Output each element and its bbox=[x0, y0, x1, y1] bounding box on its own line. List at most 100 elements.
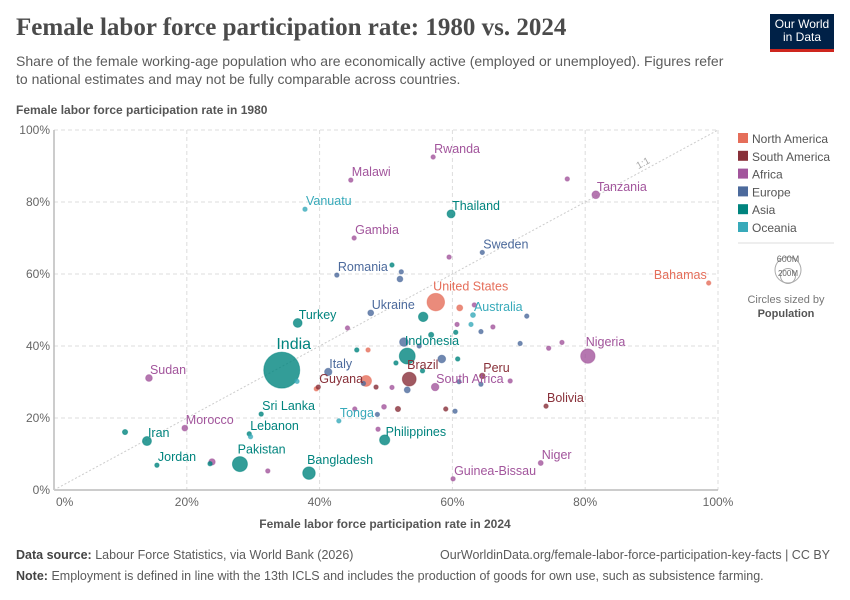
legend-item: North America bbox=[752, 132, 828, 146]
legend-item: Africa bbox=[752, 168, 783, 182]
point-label: Italy bbox=[329, 357, 353, 371]
point-label: United States bbox=[433, 279, 508, 293]
data-point-sri-lanka bbox=[258, 411, 264, 417]
y-tick-label: 40% bbox=[26, 339, 50, 353]
legend-swatch bbox=[738, 150, 748, 161]
point-label: Tonga bbox=[340, 406, 374, 420]
point-label: Vanuatu bbox=[306, 194, 352, 208]
size-legend-circle bbox=[780, 268, 796, 284]
reference-line-1-1 bbox=[53, 129, 719, 491]
source-label: Data source: bbox=[16, 548, 92, 562]
point-label: Sweden bbox=[483, 237, 528, 251]
point-label: Thailand bbox=[452, 199, 500, 213]
data-point bbox=[443, 406, 449, 412]
y-tick-label: 0% bbox=[33, 483, 51, 497]
data-point bbox=[456, 304, 464, 312]
reference-line-label: 1:1 bbox=[635, 155, 653, 171]
point-label: Guyana bbox=[319, 372, 363, 386]
legend-item: Europe bbox=[752, 185, 791, 199]
data-point-bolivia bbox=[543, 403, 549, 409]
point-label: Pakistan bbox=[238, 443, 286, 457]
data-point-philippines bbox=[379, 434, 391, 446]
data-point-vanuatu bbox=[302, 206, 308, 212]
data-point bbox=[294, 378, 300, 384]
data-point bbox=[393, 360, 399, 366]
data-point-pakistan bbox=[231, 456, 248, 473]
point-label: Nigeria bbox=[586, 335, 626, 349]
point-label: Gambia bbox=[355, 223, 399, 237]
point-label: Turkey bbox=[299, 308, 337, 322]
data-point bbox=[452, 408, 458, 414]
data-point bbox=[381, 403, 387, 410]
data-point-romania bbox=[334, 272, 340, 278]
data-point bbox=[389, 262, 395, 268]
size-legend-label: 200M bbox=[778, 269, 798, 278]
point-label: Guinea-Bissau bbox=[454, 464, 536, 478]
data-point-united-states bbox=[426, 292, 446, 312]
data-point bbox=[478, 328, 484, 335]
data-point bbox=[354, 347, 360, 353]
data-point-sweden bbox=[479, 249, 485, 256]
chart-subtitle: Share of the female working-age populati… bbox=[16, 53, 724, 87]
data-point-morocco bbox=[181, 424, 189, 432]
data-point bbox=[344, 325, 351, 331]
data-point bbox=[375, 426, 381, 432]
point-label: Rwanda bbox=[434, 142, 480, 156]
data-point bbox=[517, 340, 523, 347]
note-label: Note: bbox=[16, 569, 48, 583]
data-point-niger bbox=[537, 460, 544, 466]
point-label: Peru bbox=[483, 361, 509, 375]
data-point bbox=[453, 329, 459, 336]
data-point bbox=[428, 331, 435, 338]
data-point-tanzania bbox=[591, 190, 601, 200]
data-point-peru bbox=[479, 372, 486, 380]
point-label: India bbox=[276, 336, 311, 353]
point-label: Bangladesh bbox=[307, 453, 373, 467]
data-point bbox=[456, 378, 462, 385]
x-axis-label: Female labor force participation rate in… bbox=[259, 517, 511, 531]
point-label: Romania bbox=[338, 260, 388, 274]
legend-item: South America bbox=[752, 150, 830, 164]
point-label: Sudan bbox=[150, 363, 186, 377]
point-label: Malawi bbox=[352, 165, 391, 179]
size-legend-title: Circles sized by bbox=[747, 294, 825, 306]
owid-logo[interactable]: Our World in Data bbox=[770, 14, 834, 52]
data-point-gambia bbox=[351, 235, 357, 241]
data-point bbox=[507, 378, 513, 384]
data-point-thailand bbox=[446, 209, 456, 219]
data-point bbox=[478, 381, 484, 387]
x-tick-label: 0% bbox=[56, 495, 74, 509]
data-point bbox=[121, 428, 129, 436]
data-point bbox=[374, 411, 381, 418]
data-point-rwanda bbox=[430, 154, 436, 160]
y-tick-label: 20% bbox=[26, 411, 50, 425]
legend-swatch bbox=[738, 133, 748, 143]
legend-swatch bbox=[738, 168, 748, 179]
source-text[interactable]: Labour Force Statistics, via World Bank … bbox=[95, 548, 354, 562]
y-tick-label: 80% bbox=[26, 195, 50, 209]
data-point bbox=[545, 345, 552, 351]
x-tick-label: 40% bbox=[308, 495, 332, 509]
point-label: Brazil bbox=[407, 358, 438, 372]
data-point bbox=[419, 368, 426, 374]
source-url[interactable]: OurWorldinData.org/female-labor-force-pa… bbox=[440, 548, 830, 562]
data-point-indonesia bbox=[398, 347, 416, 365]
data-point bbox=[564, 176, 570, 182]
x-tick-label: 60% bbox=[440, 495, 464, 509]
point-label: Indonesia bbox=[405, 334, 459, 348]
data-point-tonga bbox=[336, 418, 342, 424]
data-point-australia bbox=[470, 312, 476, 319]
data-point bbox=[396, 275, 404, 283]
point-label: Ukraine bbox=[372, 298, 415, 312]
chart-title: Female labor force participation rate: 1… bbox=[16, 14, 567, 41]
data-point bbox=[471, 302, 478, 308]
data-point-turkey bbox=[292, 318, 303, 328]
data-point bbox=[398, 269, 404, 275]
data-point bbox=[454, 321, 460, 328]
x-tick-label: 100% bbox=[703, 495, 734, 509]
data-point bbox=[394, 405, 402, 413]
size-legend-variable: Population bbox=[758, 308, 815, 320]
data-point bbox=[490, 324, 496, 330]
data-point-sudan bbox=[145, 374, 153, 382]
